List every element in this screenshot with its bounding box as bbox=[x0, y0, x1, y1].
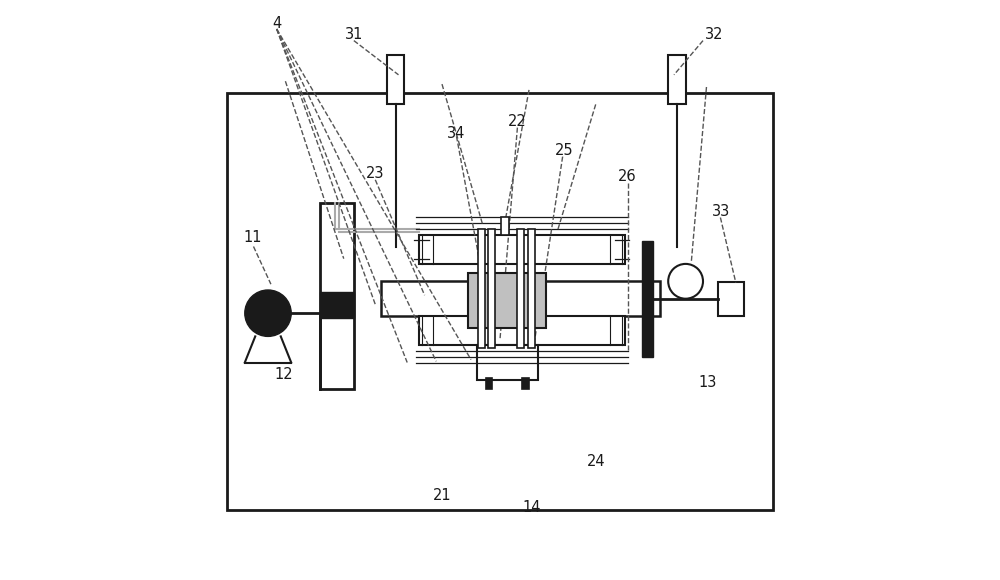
Text: 14: 14 bbox=[523, 500, 541, 515]
Text: 23: 23 bbox=[366, 166, 385, 182]
Bar bbox=[488, 229, 495, 348]
Text: 31: 31 bbox=[345, 27, 363, 42]
Bar bbox=[419, 316, 625, 345]
Bar bbox=[668, 55, 686, 104]
Bar bbox=[320, 203, 354, 389]
Bar bbox=[477, 345, 538, 380]
Text: 12: 12 bbox=[275, 367, 294, 382]
Text: 21: 21 bbox=[433, 488, 451, 503]
Text: 13: 13 bbox=[698, 375, 717, 390]
Bar bbox=[478, 229, 485, 348]
Circle shape bbox=[668, 264, 703, 299]
Text: 26: 26 bbox=[618, 169, 637, 184]
Bar bbox=[642, 241, 653, 357]
Text: 22: 22 bbox=[508, 114, 527, 129]
Text: 34: 34 bbox=[447, 126, 466, 141]
Circle shape bbox=[245, 290, 291, 336]
Bar bbox=[517, 229, 524, 348]
Bar bbox=[528, 229, 535, 348]
Text: 4: 4 bbox=[272, 16, 281, 31]
Bar bbox=[486, 378, 492, 389]
Bar bbox=[522, 378, 529, 389]
Text: 24: 24 bbox=[586, 454, 605, 469]
Text: 33: 33 bbox=[712, 204, 731, 219]
Bar bbox=[227, 93, 773, 510]
Bar bbox=[320, 292, 354, 318]
Bar bbox=[419, 235, 625, 264]
Text: 25: 25 bbox=[554, 143, 573, 158]
Bar bbox=[718, 282, 744, 316]
Bar bbox=[501, 218, 509, 235]
Bar bbox=[381, 281, 660, 316]
Bar bbox=[468, 273, 546, 328]
Bar bbox=[387, 55, 404, 104]
Text: 32: 32 bbox=[705, 27, 724, 42]
Text: 11: 11 bbox=[243, 230, 262, 245]
